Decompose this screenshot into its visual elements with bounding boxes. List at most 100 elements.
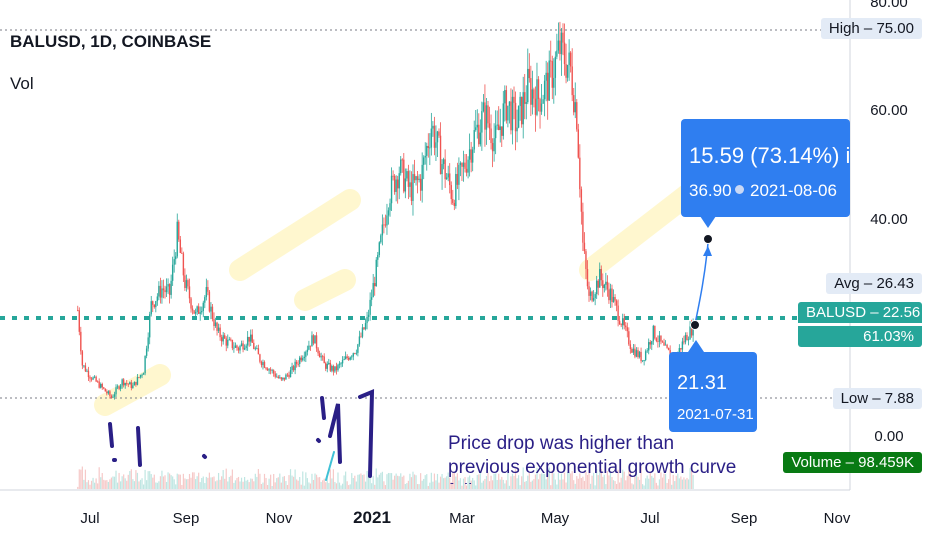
- volume-bar: [124, 478, 126, 489]
- start-callout-pointer: [688, 340, 704, 352]
- candle-body: [208, 291, 211, 312]
- candle-body: [118, 386, 120, 389]
- candle-body: [213, 319, 215, 327]
- candle-body: [456, 173, 459, 185]
- volume-bar: [438, 482, 440, 489]
- time-label-jul-2020: Jul: [80, 510, 100, 527]
- projection-start-point[interactable]: [690, 320, 700, 330]
- candle-body: [537, 79, 540, 100]
- volume-bar: [361, 475, 364, 489]
- volume-bar: [213, 476, 215, 489]
- candle-body: [453, 202, 456, 207]
- volume-bar: [225, 468, 227, 489]
- volume-bar: [585, 471, 587, 489]
- candle-body: [98, 381, 100, 388]
- candle-body: [458, 164, 460, 185]
- volume-bar: [409, 473, 411, 489]
- candle-body: [553, 77, 555, 88]
- start-callout[interactable]: 21.31 2021-07-31: [669, 352, 757, 432]
- volume-bar: [603, 474, 605, 489]
- volume-bar: [672, 474, 674, 489]
- candle-body: [214, 322, 217, 327]
- time-label-nov-2020: Nov: [265, 510, 293, 527]
- target-callout[interactable]: 15.59 (73.14%) in 7 36.90 2021-08-06: [681, 119, 850, 217]
- candle-body: [338, 363, 341, 365]
- volume-bar: [216, 480, 218, 489]
- volume-bar: [83, 479, 85, 489]
- candle-body: [243, 348, 246, 350]
- volume-bar: [423, 478, 425, 489]
- candle-body: [211, 306, 214, 320]
- candle-body: [582, 211, 584, 243]
- volume-bar: [453, 472, 455, 489]
- candle-body: [441, 164, 443, 175]
- volume-bar: [501, 476, 503, 489]
- candle-body: [228, 339, 230, 341]
- candle-body: [375, 259, 377, 287]
- candle-body: [377, 254, 379, 260]
- volume-indicator-label[interactable]: Vol: [10, 74, 34, 93]
- volume-bar: [139, 479, 142, 489]
- candle-body: [366, 316, 368, 324]
- candle-body: [467, 159, 469, 173]
- volume-bar: [364, 481, 367, 489]
- volume-bar: [530, 481, 532, 489]
- volume-bar: [308, 482, 310, 489]
- volume-bar: [559, 479, 561, 489]
- volume-bar: [469, 475, 471, 489]
- volume-bar: [230, 475, 232, 489]
- volume-bar: [386, 474, 388, 489]
- candle-body: [447, 173, 449, 178]
- volume-bar: [331, 478, 333, 489]
- candle-body: [171, 264, 174, 281]
- time-label-sep-2020: Sep: [172, 510, 200, 527]
- volume-bar: [508, 485, 511, 489]
- pen-annotations: [108, 388, 375, 481]
- candle-body: [176, 221, 178, 257]
- annotation-note[interactable]: Price drop was higher than previous expo…: [448, 433, 737, 484]
- candle-body: [234, 345, 237, 348]
- volume-bar: [168, 473, 171, 489]
- candle-body: [93, 376, 96, 378]
- candle-body: [455, 173, 457, 207]
- projection-end-point[interactable]: [703, 234, 713, 244]
- high-tag-label: High: [828, 20, 860, 37]
- volume-bar: [248, 482, 250, 489]
- candle-body: [600, 269, 602, 281]
- volume-bar: [133, 481, 135, 489]
- last-price-tag[interactable]: BALUSD – 22.56: [798, 302, 922, 323]
- candle-body: [320, 356, 322, 358]
- volume-bar: [684, 479, 687, 489]
- candle-body: [268, 369, 270, 371]
- volume-bar: [309, 483, 312, 489]
- candle-body: [573, 95, 575, 113]
- volume-bar: [231, 469, 233, 489]
- candle-body: [144, 355, 146, 374]
- candle-body: [383, 224, 385, 226]
- candle-body: [110, 395, 113, 398]
- volume-bar: [389, 473, 391, 489]
- candle-body: [303, 356, 306, 359]
- candle-body: [224, 335, 226, 339]
- symbol-title[interactable]: BALUSD, 1D, COINBASE: [10, 32, 212, 51]
- candle-body: [605, 281, 607, 285]
- candle-body: [216, 322, 218, 331]
- volume-bar: [666, 482, 668, 489]
- volume-bar: [193, 472, 195, 489]
- candle-body: [565, 64, 567, 78]
- volume-bar: [459, 478, 462, 489]
- candle-body: [90, 378, 93, 380]
- volume-bar: [195, 479, 197, 489]
- candle-body: [490, 128, 492, 144]
- volume-bar: [614, 481, 616, 489]
- candle-body: [430, 128, 433, 148]
- volume-bar: [244, 477, 246, 489]
- volume-bar: [645, 478, 647, 489]
- volume-bar: [179, 474, 181, 489]
- volume-bar: [346, 481, 348, 489]
- volume-bar: [473, 480, 475, 489]
- candle-body: [237, 347, 240, 351]
- volume-bar: [328, 482, 330, 489]
